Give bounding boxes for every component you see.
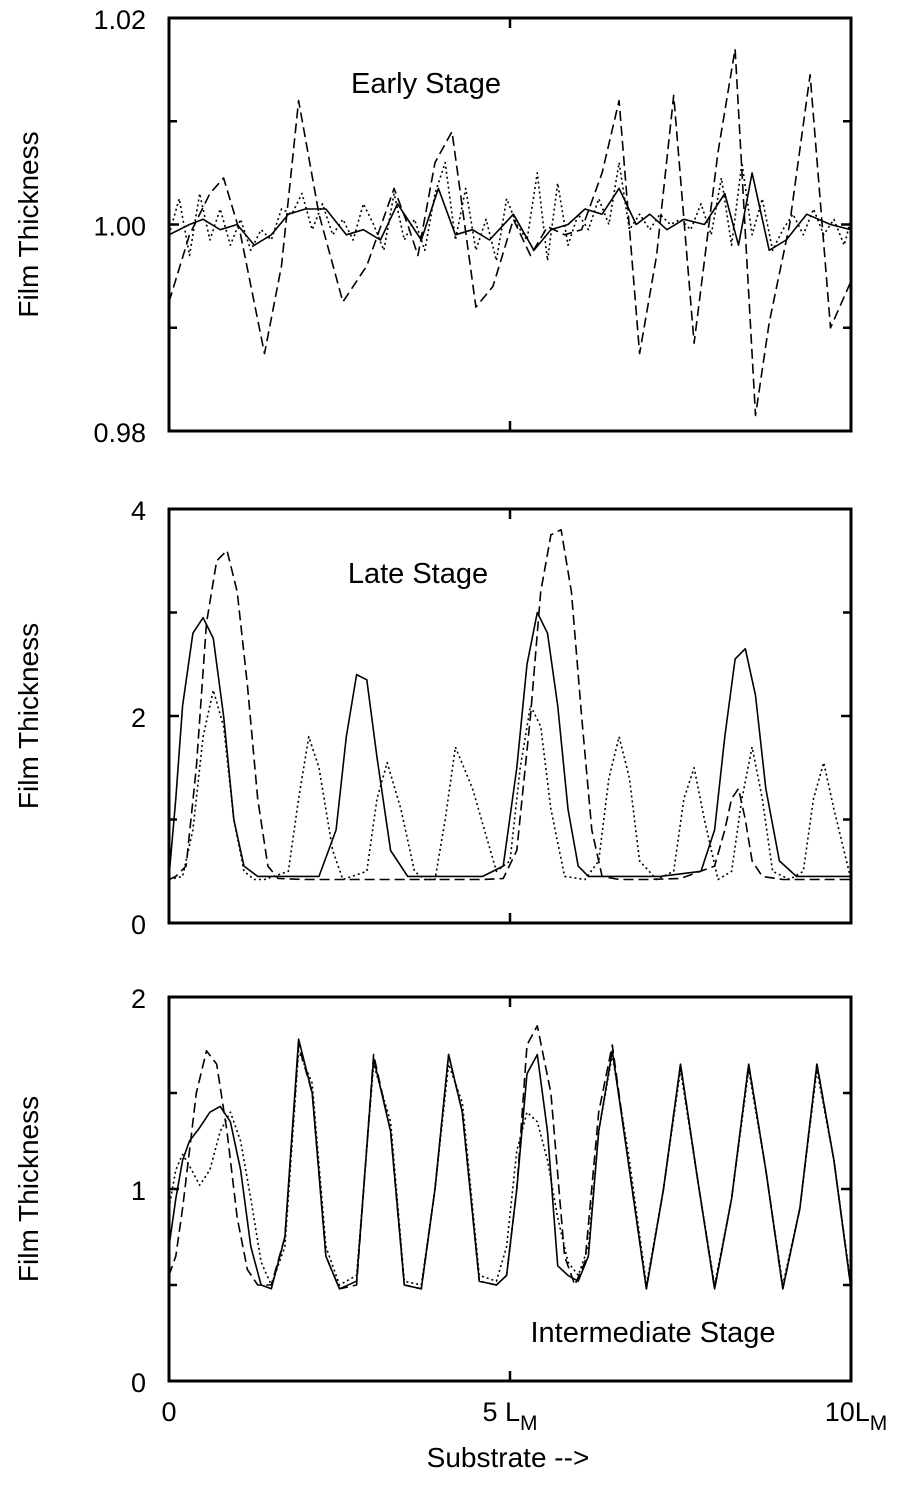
y-tick-label: 4 <box>131 496 146 526</box>
stage-title: Late Stage <box>348 558 488 590</box>
stage-title: Early Stage <box>351 68 501 100</box>
x-tick-label: 10LM <box>825 1397 888 1435</box>
y-axis-label: Film Thickness <box>13 131 44 317</box>
stage-title: Intermediate Stage <box>530 1317 775 1349</box>
y-tick-label: 0.98 <box>93 418 146 448</box>
y-tick-label: 1.00 <box>93 212 146 242</box>
y-tick-label: 1.02 <box>93 5 146 35</box>
x-tick-label: 5 LM <box>482 1397 537 1435</box>
y-axis-label: Film Thickness <box>13 623 44 809</box>
series-line-dotted <box>169 689 851 881</box>
y-tick-label: 2 <box>131 703 146 733</box>
y-axis-label: Film Thickness <box>13 1096 44 1282</box>
series-line-solid <box>169 611 851 878</box>
y-tick-label: 1 <box>131 1176 146 1206</box>
y-tick-label: 2 <box>131 984 146 1014</box>
series-line-dashed <box>169 48 851 417</box>
plot-frame <box>167 16 853 433</box>
panel-2: 0 2 4 Late Stage Film Thickness <box>13 496 853 940</box>
y-tick-label: 0 <box>131 1368 146 1398</box>
series-line-dotted <box>169 161 851 262</box>
x-axis-label: Substrate --> <box>427 1442 590 1473</box>
x-tick-label: 0 <box>161 1397 176 1427</box>
series-line-solid <box>169 1038 851 1290</box>
panel-3: 0 1 2 Intermediate Stage Film Thickness <box>13 984 853 1398</box>
y-tick-label: 0 <box>131 910 146 940</box>
series-line-dotted <box>169 1050 851 1286</box>
plot-frame <box>167 507 853 925</box>
series-line-solid <box>169 172 851 252</box>
series-line-dashed <box>169 528 851 881</box>
panel-1: 0.98 1.00 1.02 Early Stage Film Thickness <box>13 5 853 448</box>
